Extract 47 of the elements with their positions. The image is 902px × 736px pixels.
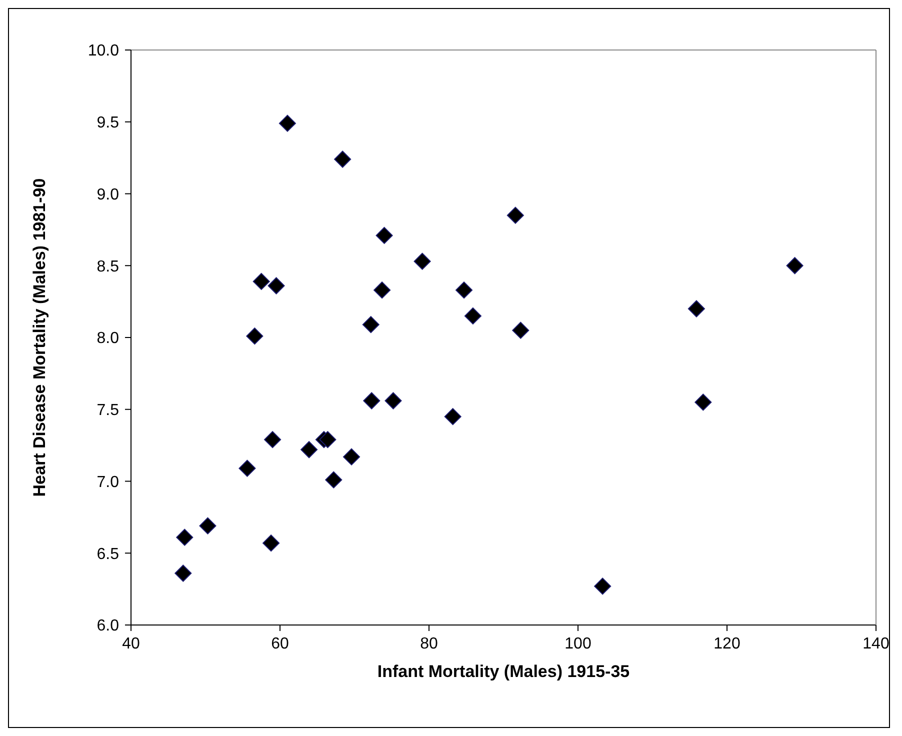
point [376, 226, 393, 244]
point [238, 460, 256, 477]
point [264, 431, 282, 448]
point [278, 114, 296, 132]
point [688, 300, 705, 318]
point [176, 528, 194, 546]
point [694, 394, 712, 411]
x-tick-label: 140 [862, 635, 890, 652]
point [268, 277, 285, 294]
point [343, 448, 360, 466]
point [384, 392, 402, 410]
point [319, 431, 336, 448]
y-axis-title: Heart Disease Mortality (Males) 1981-90 [30, 178, 50, 497]
point [374, 282, 391, 299]
y-tick-label: 9.5 [96, 114, 120, 132]
point [246, 328, 264, 345]
x-axis-title: Infant Mortality (Males) 1915-35 [377, 662, 630, 681]
point [594, 578, 612, 595]
point [334, 150, 352, 168]
point [262, 534, 280, 552]
y-tick-label: 7.0 [96, 474, 120, 491]
y-tick-label: 6.0 [96, 618, 120, 635]
x-tick-label: 100 [564, 635, 592, 652]
point [174, 564, 192, 582]
point [199, 517, 216, 534]
point [464, 307, 482, 324]
point [300, 441, 318, 458]
y-tick-label: 8.0 [96, 330, 120, 348]
x-tick-label: 40 [122, 635, 140, 652]
point [362, 316, 380, 334]
point [512, 322, 530, 339]
point [444, 408, 462, 426]
y-tick-label: 7.5 [96, 402, 120, 420]
x-tick-label: 120 [714, 635, 740, 652]
point [456, 282, 473, 299]
y-tick-label: 10.0 [88, 42, 120, 60]
x-tick-label: 60 [271, 635, 289, 652]
y-tick-label: 8.5 [96, 258, 120, 276]
point [325, 471, 342, 488]
y-tick-label: 9.0 [96, 186, 120, 204]
point [363, 392, 380, 410]
point [252, 272, 270, 290]
y-tick-label: 6.5 [96, 546, 120, 563]
x-tick-label: 80 [420, 635, 438, 652]
point [414, 252, 431, 270]
point [786, 257, 804, 274]
point [506, 206, 524, 224]
